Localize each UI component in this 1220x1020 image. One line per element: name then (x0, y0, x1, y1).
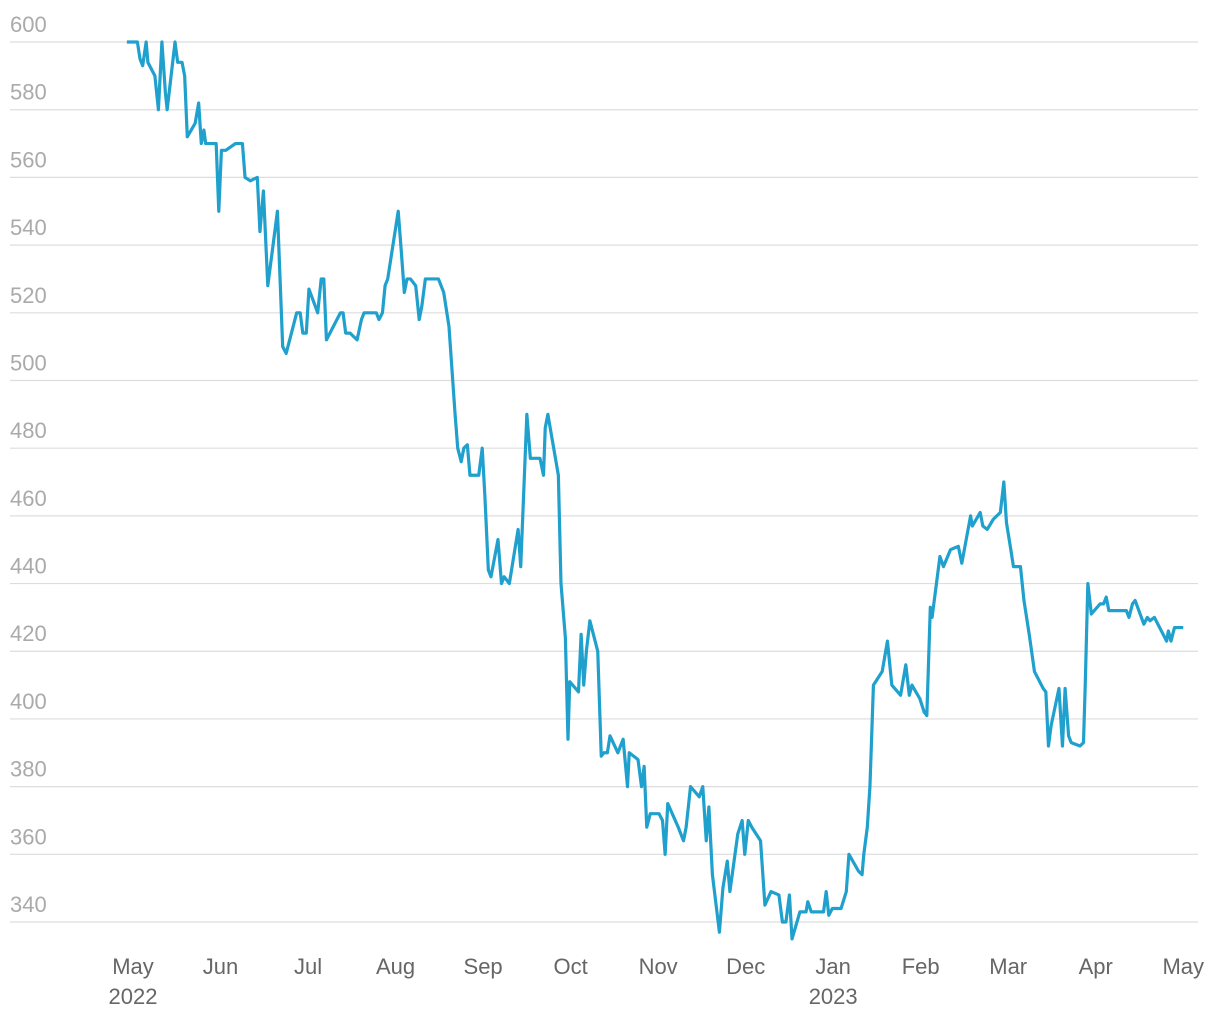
y-tick-label: 480 (10, 418, 47, 443)
line-series (126, 40, 1184, 941)
y-tick-label: 440 (10, 554, 47, 579)
x-tick-label: Oct (553, 954, 587, 979)
y-tick-label: 500 (10, 350, 47, 375)
x-tick-label: Jun (203, 954, 238, 979)
x-tick-label: May (1162, 954, 1204, 979)
x-tick-label: Sep (464, 954, 503, 979)
x-tick-label: Jan (815, 954, 850, 979)
y-tick-label: 400 (10, 689, 47, 714)
y-tick-label: 360 (10, 824, 47, 849)
x-tick-label: Mar (989, 954, 1027, 979)
y-tick-label: 520 (10, 283, 47, 308)
x-tick-label: Apr (1079, 954, 1113, 979)
x-tick-label: Feb (902, 954, 940, 979)
x-tick-label: Nov (639, 954, 678, 979)
x-tick-year: 2023 (809, 984, 858, 1009)
y-tick-label: 460 (10, 486, 47, 511)
y-tick-label: 580 (10, 80, 47, 105)
x-tick-label: Dec (726, 954, 765, 979)
y-tick-label: 600 (10, 12, 47, 37)
y-tick-label: 540 (10, 215, 47, 240)
x-tick-label: May (112, 954, 154, 979)
x-tick-label: Jul (294, 954, 322, 979)
y-tick-label: 380 (10, 757, 47, 782)
y-tick-label: 560 (10, 147, 47, 172)
x-tick-year: 2022 (109, 984, 158, 1009)
y-tick-label: 420 (10, 621, 47, 646)
y-tick-label: 340 (10, 892, 47, 917)
x-tick-label: Aug (376, 954, 415, 979)
